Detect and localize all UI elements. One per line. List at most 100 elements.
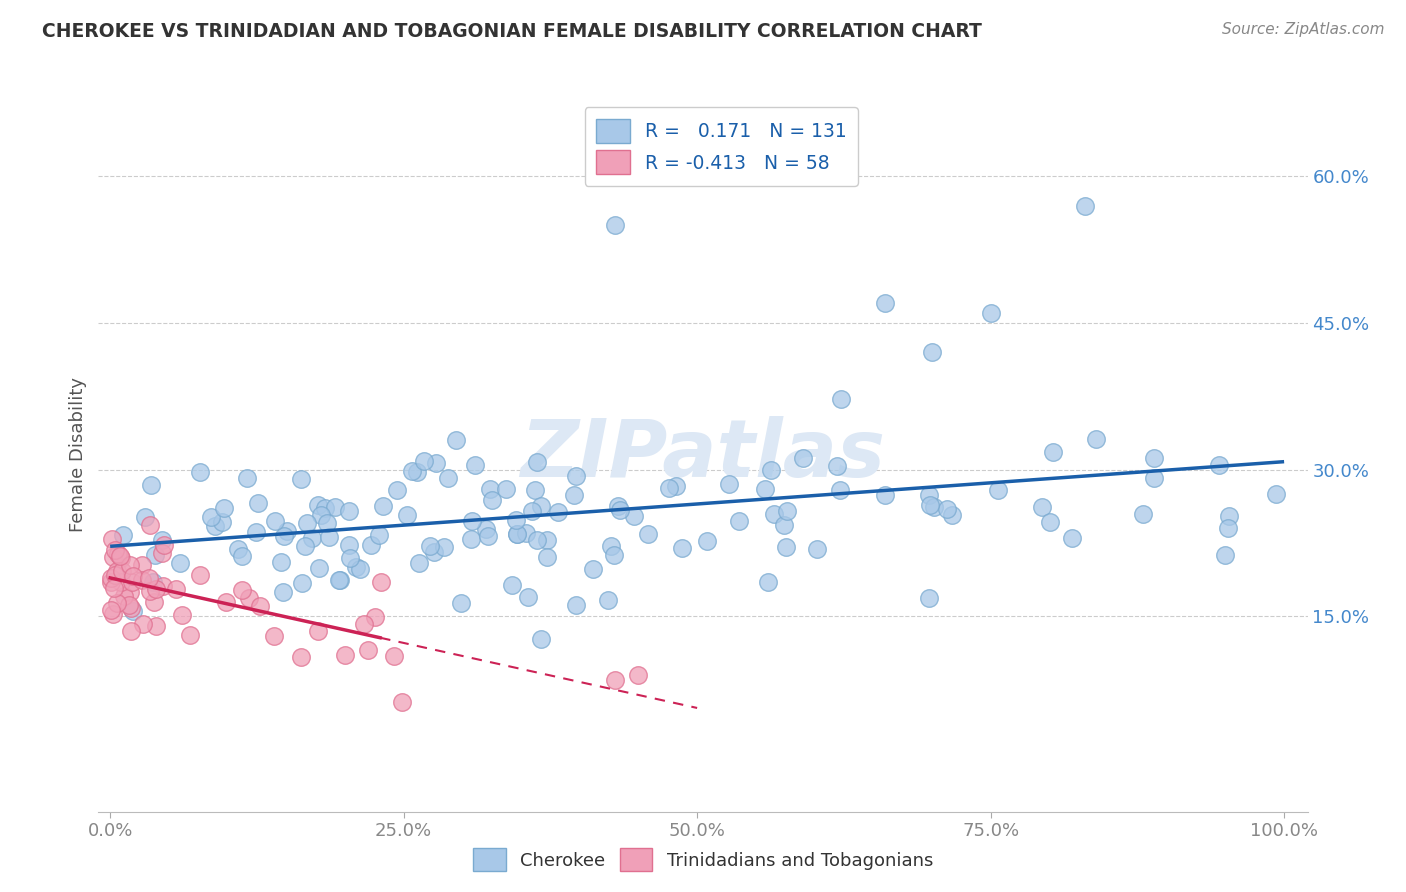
Point — [121, 574, 143, 589]
Point — [479, 483, 502, 497]
Point — [530, 632, 553, 647]
Point — [918, 488, 941, 502]
Point — [118, 558, 141, 572]
Point — [120, 600, 142, 615]
Point — [477, 529, 499, 543]
Point — [408, 556, 430, 570]
Point — [696, 533, 718, 548]
Point — [828, 483, 851, 497]
Point — [111, 564, 134, 578]
Point — [152, 578, 174, 592]
Point — [139, 517, 162, 532]
Point — [980, 306, 1002, 320]
Point — [1208, 458, 1230, 473]
Point — [150, 546, 173, 560]
Point — [1215, 548, 1237, 562]
Point — [565, 598, 588, 612]
Point — [215, 595, 238, 609]
Point — [922, 500, 945, 514]
Point — [103, 607, 125, 621]
Point — [138, 571, 160, 585]
Point — [665, 479, 688, 493]
Point — [464, 458, 486, 472]
Point — [756, 574, 779, 589]
Point — [599, 539, 621, 553]
Point — [360, 538, 382, 552]
Point — [406, 465, 429, 479]
Point — [460, 532, 482, 546]
Point — [506, 526, 529, 541]
Point — [754, 482, 776, 496]
Point — [536, 533, 558, 547]
Point — [761, 463, 783, 477]
Point — [122, 569, 145, 583]
Point — [1031, 500, 1053, 515]
Point — [131, 573, 153, 587]
Point — [249, 599, 271, 614]
Point — [204, 518, 226, 533]
Point — [107, 548, 129, 562]
Point — [294, 539, 316, 553]
Point — [271, 585, 294, 599]
Point — [450, 596, 472, 610]
Point — [100, 574, 122, 589]
Point — [425, 456, 447, 470]
Point — [314, 500, 336, 515]
Point — [318, 530, 340, 544]
Point — [475, 523, 498, 537]
Point — [419, 540, 441, 554]
Point — [918, 591, 941, 605]
Point — [413, 454, 436, 468]
Point — [308, 561, 330, 575]
Point — [526, 533, 548, 548]
Point — [264, 515, 287, 529]
Point — [143, 595, 166, 609]
Point — [609, 503, 631, 517]
Point — [522, 504, 544, 518]
Point — [364, 610, 387, 624]
Point — [118, 599, 141, 613]
Point — [100, 532, 122, 546]
Point — [188, 465, 211, 479]
Point — [775, 541, 797, 555]
Point — [918, 498, 941, 512]
Point — [139, 478, 162, 492]
Point — [169, 556, 191, 570]
Point — [105, 596, 128, 610]
Point — [311, 508, 333, 522]
Point — [603, 673, 626, 687]
Point — [349, 561, 371, 575]
Point — [112, 589, 135, 603]
Point — [245, 524, 267, 539]
Point — [290, 650, 312, 665]
Point — [423, 544, 446, 558]
Point — [581, 562, 603, 576]
Point — [139, 584, 162, 599]
Point — [517, 590, 540, 604]
Point — [228, 542, 250, 557]
Point — [875, 488, 897, 502]
Point — [110, 575, 132, 590]
Point — [1085, 432, 1108, 446]
Point — [444, 433, 467, 447]
Point — [671, 541, 693, 555]
Point — [603, 549, 626, 563]
Point — [657, 482, 679, 496]
Point — [401, 463, 423, 477]
Point — [290, 472, 312, 486]
Point — [329, 573, 352, 587]
Point — [623, 509, 645, 524]
Point — [515, 526, 537, 541]
Point — [637, 527, 659, 541]
Point — [339, 551, 361, 566]
Point — [328, 573, 350, 587]
Point — [1073, 199, 1095, 213]
Point — [371, 499, 394, 513]
Point — [523, 483, 546, 498]
Point — [121, 605, 143, 619]
Point — [1143, 451, 1166, 466]
Point — [506, 527, 529, 541]
Point — [536, 550, 558, 565]
Point — [104, 543, 127, 558]
Point — [391, 695, 413, 709]
